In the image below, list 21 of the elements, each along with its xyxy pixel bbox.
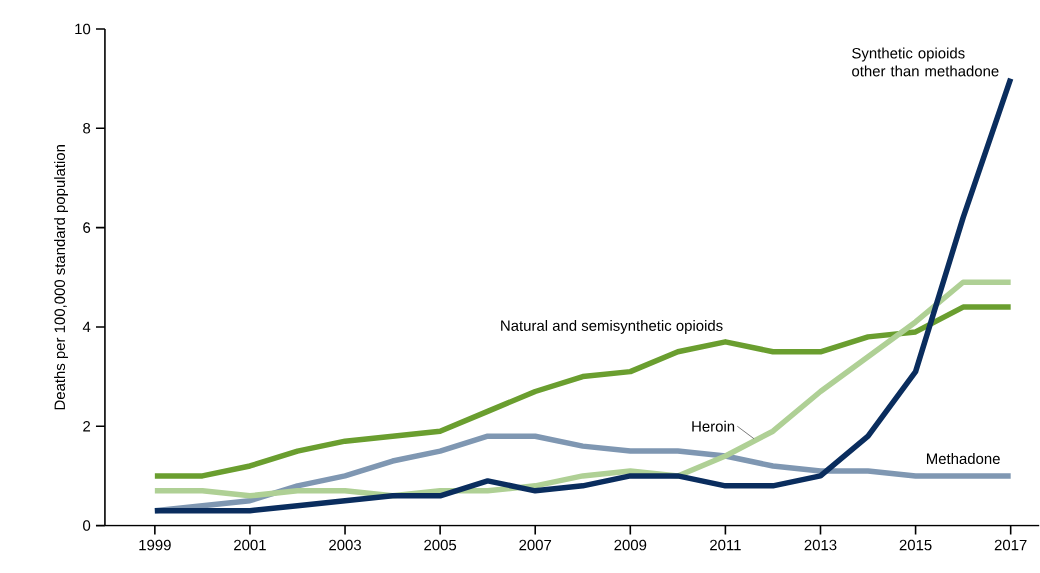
x-tick-label: 2005 xyxy=(424,539,457,551)
x-tick-label: 2007 xyxy=(519,539,552,551)
x-tick-label: 2009 xyxy=(614,539,647,551)
y-tick-label: 2 xyxy=(83,421,91,432)
y-axis-title: Deaths per 100,000 standard population xyxy=(54,145,68,410)
x-tick-label: 2003 xyxy=(329,539,361,551)
x-tick-label: 2015 xyxy=(899,539,932,551)
series-label: Synthetic opioids other than methadone xyxy=(852,47,999,77)
x-tick-label: 2013 xyxy=(804,539,837,551)
x-tick-label: 1999 xyxy=(139,539,171,551)
series-label: Heroin xyxy=(692,421,735,432)
y-tick-label: 8 xyxy=(83,123,91,134)
series-label: Methadone xyxy=(926,453,1000,465)
y-tick-label: 6 xyxy=(83,222,91,234)
x-tick-label: 2001 xyxy=(234,539,266,551)
y-tick-label: 4 xyxy=(82,322,91,333)
y-tick-label: 0 xyxy=(83,520,91,532)
y-tick-label: 10 xyxy=(75,23,91,35)
x-tick-label: 2011 xyxy=(710,539,741,551)
series-label: Natural and semisynthetic opioids xyxy=(501,320,723,335)
x-tick-label: 2017 xyxy=(994,539,1027,551)
